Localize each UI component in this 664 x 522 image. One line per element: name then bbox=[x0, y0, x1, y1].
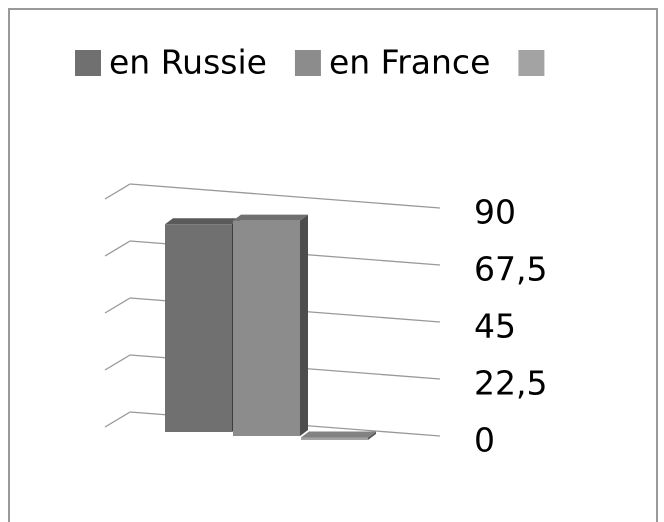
grid-wall-line bbox=[104, 297, 131, 314]
legend-swatch bbox=[75, 50, 101, 76]
grid-wall-line bbox=[104, 183, 131, 200]
bar-face bbox=[165, 224, 232, 432]
grid-wall-line bbox=[104, 354, 131, 371]
y-tick-label: 90 bbox=[474, 193, 516, 232]
bar-top bbox=[301, 431, 376, 438]
y-tick-label: 45 bbox=[474, 307, 516, 346]
bar-top bbox=[233, 214, 308, 221]
legend-swatch bbox=[518, 50, 545, 76]
legend-swatch bbox=[294, 50, 321, 76]
y-tick-label: 22,5 bbox=[474, 364, 547, 403]
grid-wall-line bbox=[104, 240, 131, 257]
bar-top bbox=[165, 218, 240, 225]
legend-label: en France bbox=[329, 43, 490, 82]
y-tick-label: 0 bbox=[474, 421, 495, 460]
legend-label: en Russie bbox=[109, 43, 267, 82]
bar bbox=[165, 218, 240, 432]
y-tick-label: 67,5 bbox=[474, 250, 547, 289]
grid-wall-line bbox=[104, 411, 131, 428]
bar-side bbox=[368, 431, 376, 440]
bar bbox=[233, 214, 308, 436]
bar-side bbox=[300, 214, 308, 436]
bar bbox=[301, 431, 376, 440]
grid-line bbox=[129, 183, 441, 209]
bar-face bbox=[233, 220, 300, 436]
chart-border bbox=[8, 8, 658, 522]
bar-face bbox=[301, 437, 368, 440]
